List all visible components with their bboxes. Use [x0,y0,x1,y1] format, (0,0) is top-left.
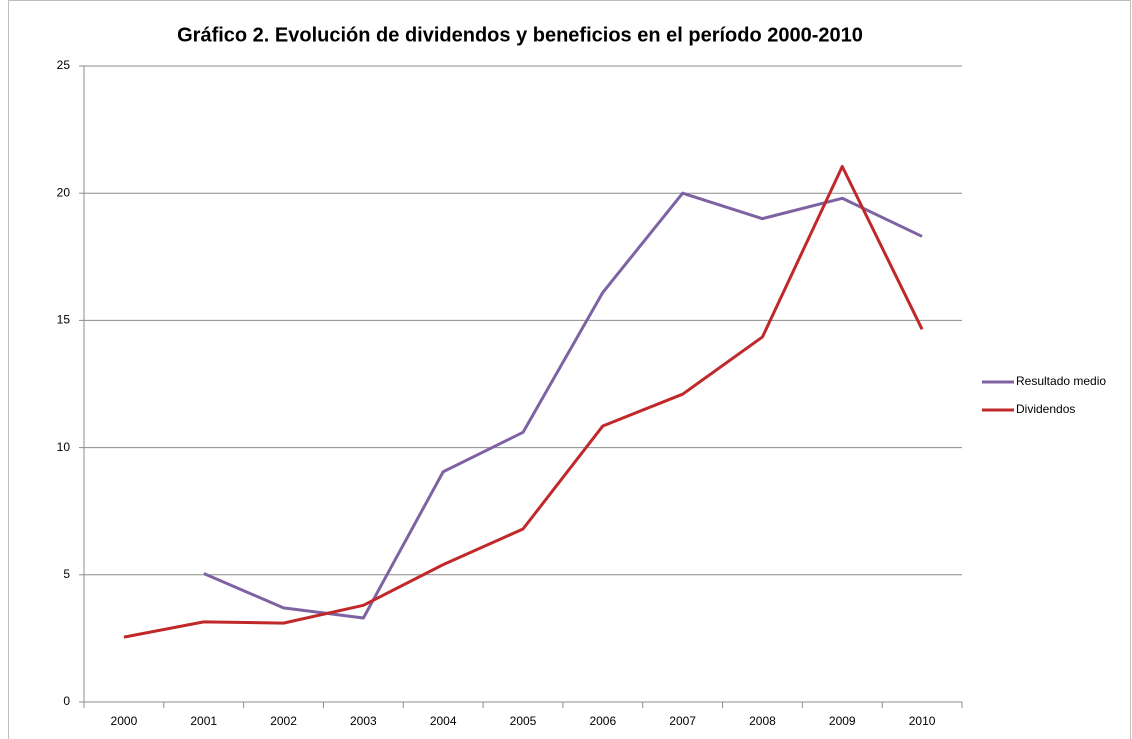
x-tick-label: 2000 [111,714,138,728]
chart-title: Gráfico 2. Evolución de dividendos y ben… [177,24,863,46]
x-tick-label: 2010 [909,714,936,728]
y-tick-label: 20 [57,185,71,199]
x-tick-label: 2002 [270,714,297,728]
x-tick-label: 2003 [350,714,377,728]
x-tick-label: 2009 [829,714,856,728]
legend-label: Resultado medio [1016,374,1106,388]
y-tick-label: 10 [57,440,71,454]
y-tick-label: 15 [57,313,71,327]
legend-label: Dividendos [1016,402,1075,416]
y-tick-label: 0 [63,694,70,708]
x-tick-label: 2008 [749,714,776,728]
y-tick-label: 25 [57,58,71,72]
x-tick-label: 2006 [589,714,616,728]
series-line [123,164,924,639]
x-tick-label: 2001 [190,714,217,728]
x-tick-label: 2005 [510,714,537,728]
x-tick-label: 2007 [669,714,696,728]
chart-border [8,0,1131,739]
y-tick-label: 5 [63,567,70,581]
x-tick-label: 2004 [430,714,457,728]
